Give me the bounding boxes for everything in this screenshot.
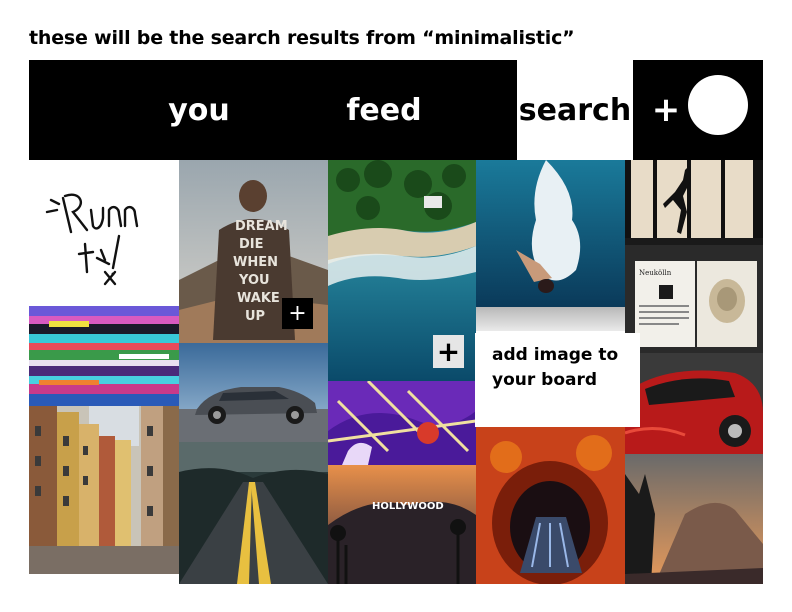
dream-jacket-image: DREAM DIE WHEN YOU WAKE UP [179,160,328,343]
tile-magazine-spread[interactable]: Neukölln [625,245,763,353]
svg-text:DREAM: DREAM [235,219,288,234]
tile-aerial-beach[interactable] [328,160,476,381]
tile-diver-splash-bottom[interactable] [476,307,625,331]
popup-line-1: add image to [492,345,619,365]
tile-mountain-sunset[interactable] [625,454,763,584]
svg-text:HOLLYWOOD: HOLLYWOOD [372,501,444,512]
magazine-spread-image: Neukölln [625,245,763,353]
red-car-image [625,353,763,454]
tile-diver-splash[interactable] [476,160,625,307]
profile-avatar-icon[interactable] [688,75,748,135]
tile-desert-road[interactable] [179,442,328,584]
svg-text:YOU: YOU [238,273,270,288]
gray-strip-image [476,307,625,331]
silver-car-image [179,343,328,442]
tile-dream-jacket[interactable]: DREAM DIE WHEN YOU WAKE UP [179,160,328,343]
tile-purple-abstract[interactable] [328,381,476,465]
dancer-silhouette-image [625,160,763,245]
svg-text:Neukölln: Neukölln [639,269,672,277]
tile-dancer-silhouette[interactable] [625,160,763,245]
svg-text:UP: UP [245,309,265,324]
city-street-image [29,406,179,574]
svg-text:DIE: DIE [239,237,264,252]
fire-tunnel-image [476,427,625,584]
nav-you[interactable]: you [168,92,230,128]
diver-splash-image [476,160,625,307]
popup-line-2: your board [492,370,598,390]
aerial-beach-image [328,160,476,381]
ink-sketch-icon [29,160,179,306]
tile-silver-car[interactable] [179,343,328,442]
page-caption: these will be the search results from “m… [29,27,575,49]
tile-hollywood-sign[interactable]: HOLLYWOOD [328,465,476,584]
add-pin-button[interactable]: + [651,90,681,130]
svg-text:WAKE: WAKE [237,291,280,306]
add-to-board-button-active[interactable]: + [433,335,464,368]
tile-glitch-art[interactable] [29,306,179,406]
glitch-art-image [29,306,179,406]
tile-run-it-sketch[interactable] [29,160,179,306]
add-to-board-popup[interactable]: add image to your board [475,333,640,427]
add-to-board-button[interactable]: + [282,298,313,329]
tile-red-car[interactable] [625,353,763,454]
tile-city-street[interactable] [29,406,179,574]
hollywood-sign-image: HOLLYWOOD [328,465,476,584]
purple-abstract-image [328,381,476,465]
nav-search-active[interactable]: search [517,60,633,160]
tile-fire-tunnel[interactable] [476,427,625,584]
mountain-sunset-image [625,454,763,584]
nav-feed[interactable]: feed [346,92,422,128]
top-navbar: you feed search + [29,60,763,160]
desert-road-image [179,442,328,584]
svg-text:WHEN: WHEN [233,255,278,270]
search-results-grid: DREAM DIE WHEN YOU WAKE UP [29,160,763,584]
